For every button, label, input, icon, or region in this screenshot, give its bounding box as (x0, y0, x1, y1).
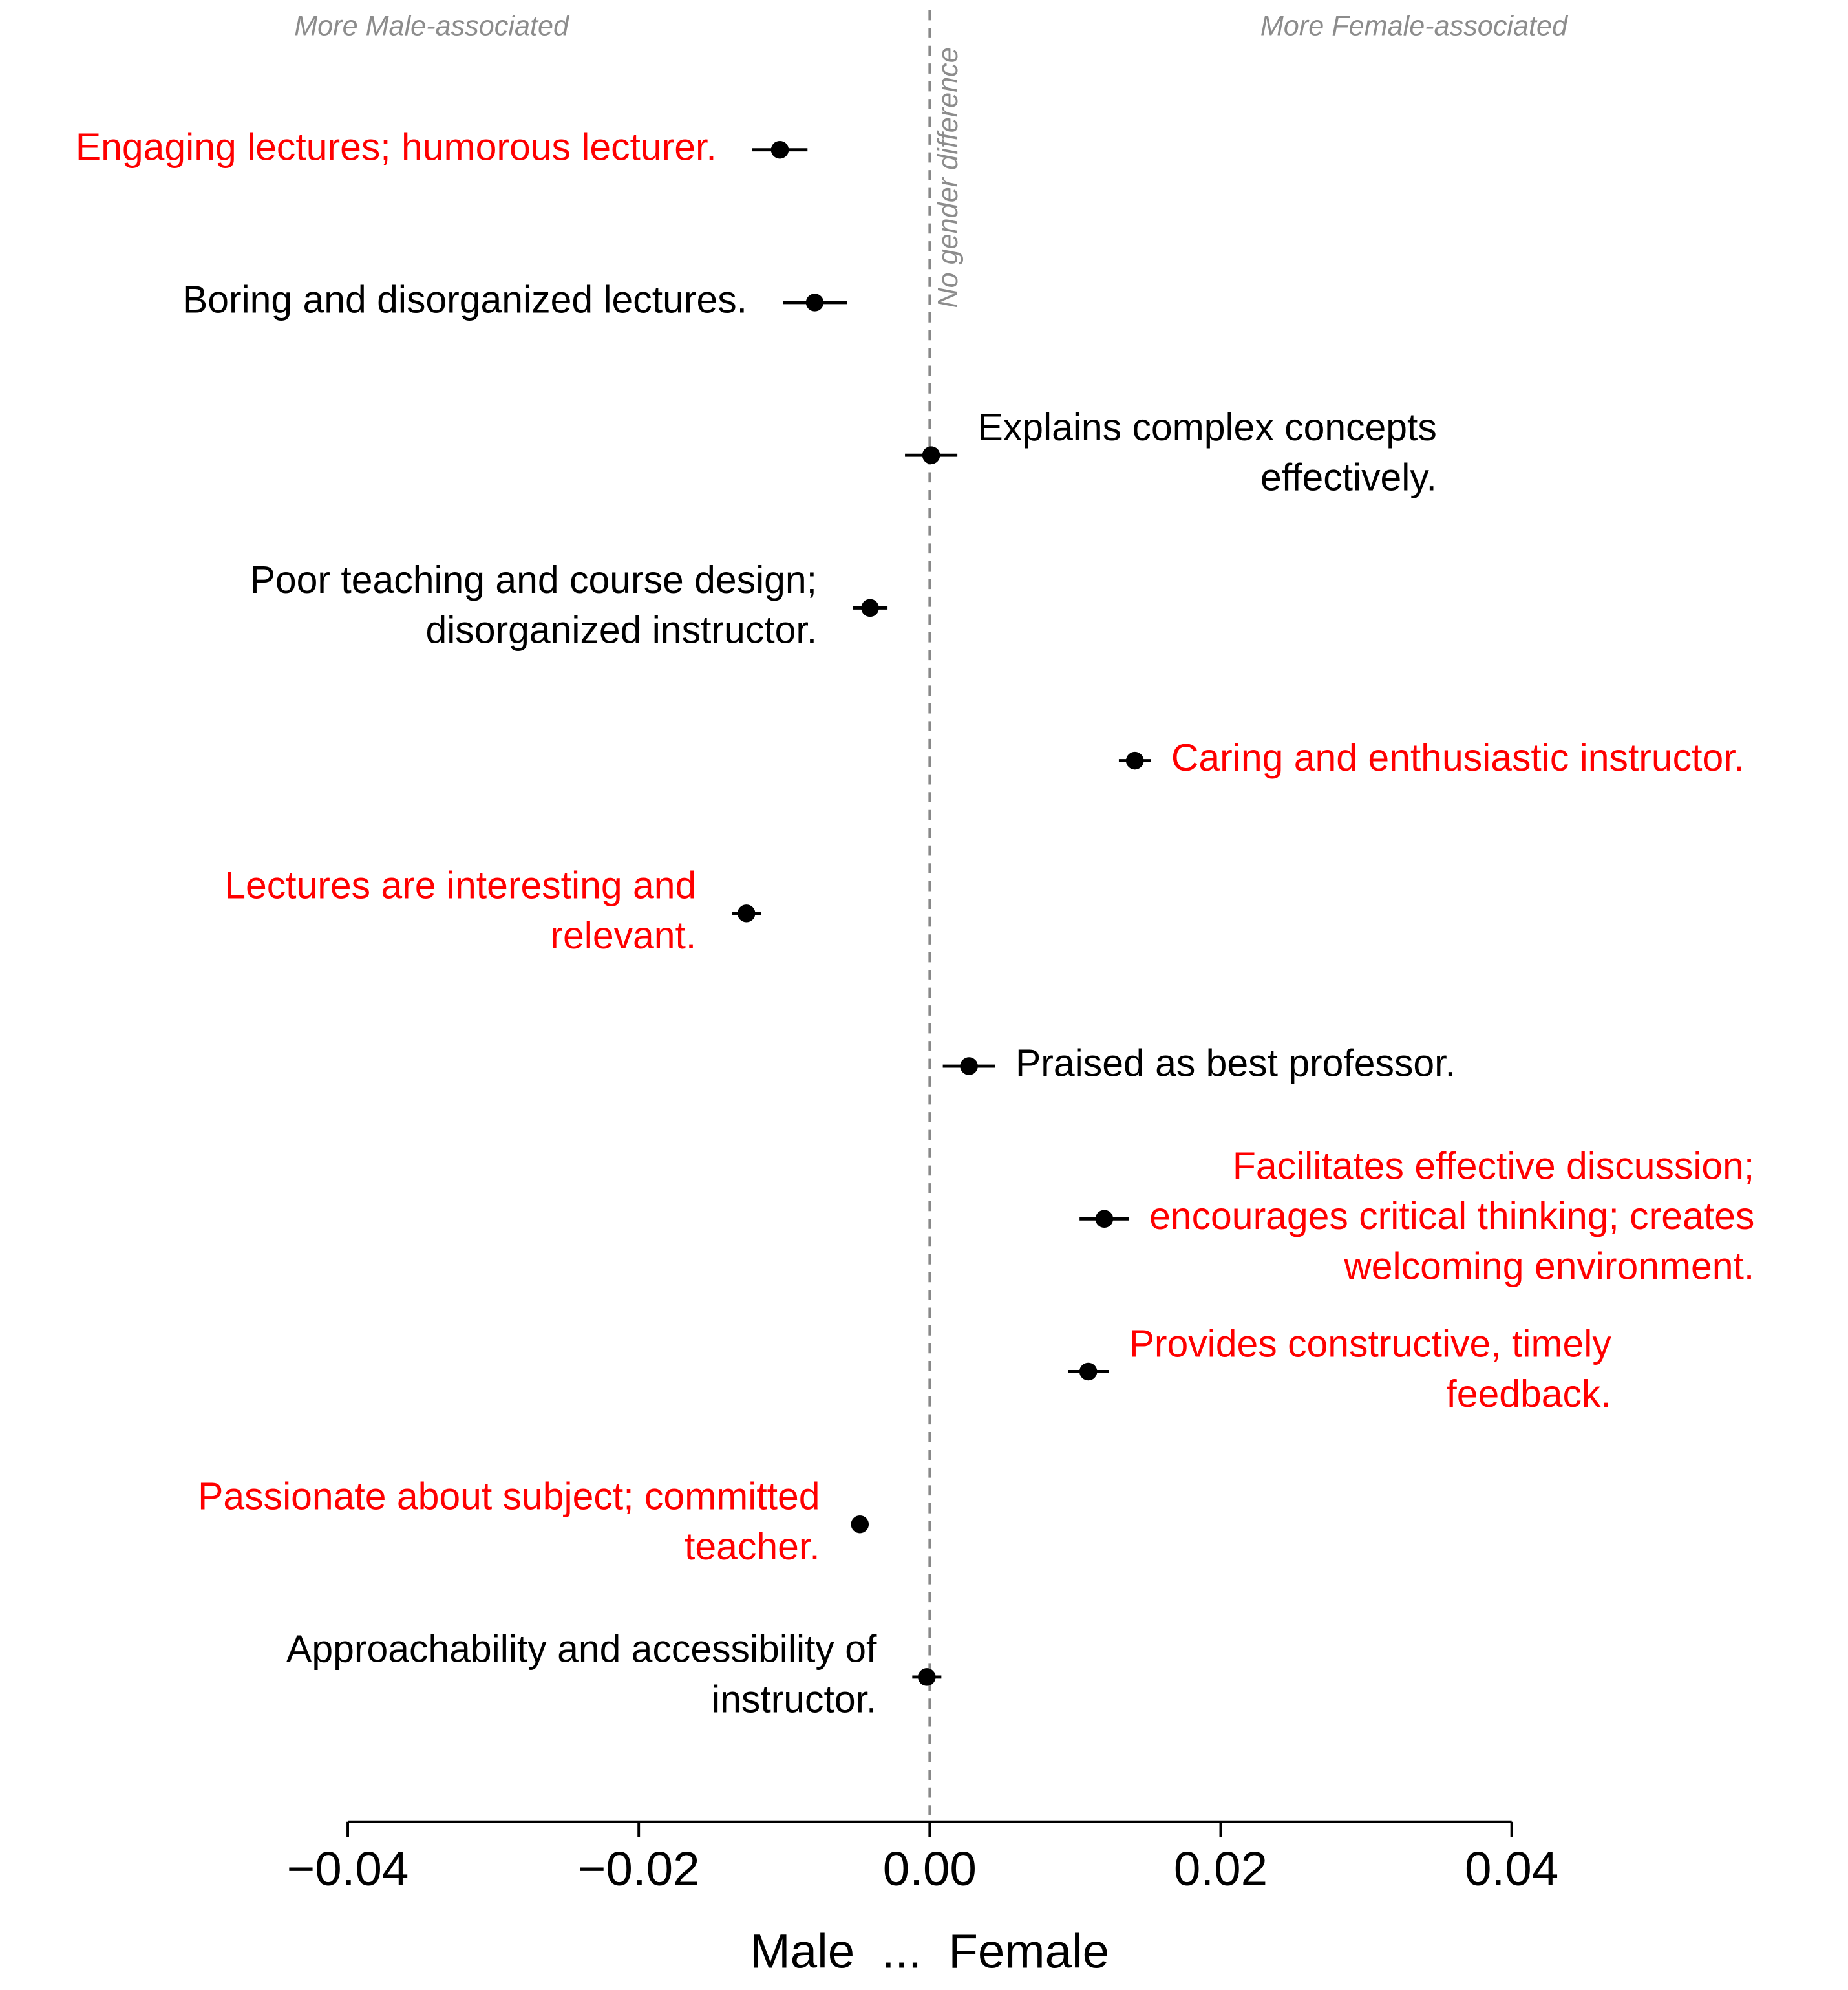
point (1079, 1362, 1098, 1381)
point (737, 904, 756, 923)
point (918, 1668, 936, 1686)
category-label: Passionate about subject; committed (198, 1475, 820, 1517)
point (960, 1057, 978, 1075)
point (922, 446, 940, 464)
category-label: welcoming environment. (1343, 1245, 1754, 1287)
point (851, 1515, 869, 1534)
x-axis-label: Male ... Female (750, 1924, 1110, 1978)
category-label: teacher. (685, 1526, 820, 1568)
x-tick-label: −0.02 (578, 1841, 700, 1896)
category-label: disorganized instructor. (425, 610, 817, 652)
category-label: Facilitates effective discussion; (1233, 1145, 1754, 1187)
point (1125, 751, 1144, 770)
category-label: Lectures are interesting and (224, 865, 696, 907)
annotation-left: More Male-associated (294, 11, 570, 42)
x-tick-label: 0.00 (883, 1841, 977, 1896)
category-label: Provides constructive, timely (1129, 1323, 1612, 1365)
category-label: effectively. (1260, 456, 1437, 498)
annotation-right: More Female-associated (1260, 11, 1569, 42)
category-label: instructor. (712, 1678, 876, 1720)
point (805, 294, 824, 312)
x-tick-label: −0.04 (287, 1841, 409, 1896)
category-label: feedback. (1446, 1373, 1611, 1415)
category-label: relevant. (550, 915, 696, 957)
category-label: Poor teaching and course design; (250, 559, 817, 601)
point (770, 140, 789, 159)
category-label: Approachability and accessibility of (286, 1629, 877, 1671)
point (861, 599, 879, 617)
category-label: encourages critical thinking; creates (1149, 1195, 1754, 1237)
x-tick-label: 0.04 (1465, 1841, 1558, 1896)
category-label: Engaging lectures; humorous lecturer. (76, 126, 717, 168)
category-label: Boring and disorganized lectures. (182, 279, 747, 321)
x-tick-label: 0.02 (1174, 1841, 1268, 1896)
plot: More Male-associated More Female-associa… (76, 10, 1754, 1978)
category-label: Explains complex concepts (978, 407, 1437, 449)
category-label: Praised as best professor. (1015, 1043, 1456, 1085)
zero-line-label: No gender difference (933, 47, 964, 308)
category-label: Caring and enthusiastic instructor. (1171, 737, 1745, 779)
point (1095, 1210, 1114, 1228)
